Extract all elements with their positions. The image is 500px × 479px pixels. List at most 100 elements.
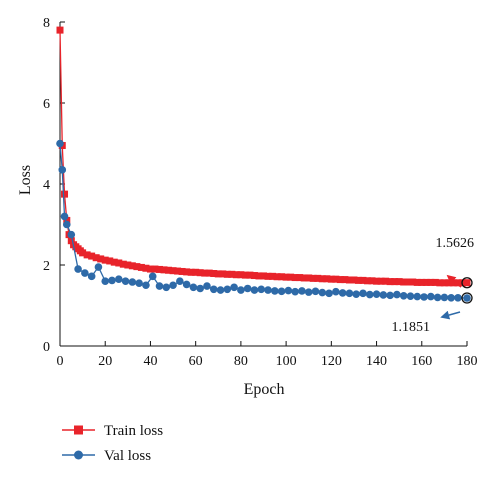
data-point: [97, 255, 105, 263]
data-point: [440, 279, 448, 287]
data-point: [373, 277, 381, 285]
data-point: [79, 249, 87, 257]
data-point: [264, 272, 272, 280]
data-point: [210, 270, 218, 278]
data-point: [318, 275, 326, 283]
data-point: [214, 270, 222, 278]
annotation-label: 1.5626: [436, 236, 475, 251]
data-point: [386, 291, 394, 300]
data-point: [101, 256, 109, 264]
x-tick-label: 40: [143, 354, 157, 369]
data-point: [250, 286, 259, 294]
data-point: [124, 261, 132, 269]
data-point: [165, 266, 173, 274]
x-axis-title: Epoch: [244, 381, 285, 398]
data-point: [128, 262, 136, 270]
data-point: [94, 263, 103, 271]
data-point: [237, 286, 245, 294]
legend-val-label: Val loss: [104, 448, 151, 464]
data-point: [420, 293, 428, 301]
data-point: [243, 284, 252, 293]
data-point: [176, 277, 184, 286]
annotation-arrow: [440, 310, 461, 320]
data-point: [183, 268, 191, 276]
data-point: [277, 287, 286, 296]
data-point: [413, 292, 422, 301]
data-point: [92, 254, 100, 262]
data-point: [223, 285, 232, 294]
data-point: [60, 212, 69, 221]
data-point: [386, 278, 394, 286]
data-point: [146, 265, 154, 273]
data-point: [219, 270, 227, 278]
data-point: [341, 276, 349, 284]
data-point: [447, 294, 455, 302]
data-point: [406, 292, 415, 300]
data-point: [391, 278, 399, 286]
data-point: [56, 26, 64, 34]
annotation-arrow: [446, 274, 462, 288]
data-point: [62, 220, 71, 229]
data-point: [440, 293, 449, 302]
data-point: [87, 272, 96, 281]
data-point: [174, 267, 182, 275]
data-point: [365, 290, 374, 299]
legend-train-label: Train loss: [104, 423, 163, 439]
data-point: [255, 272, 263, 280]
data-point: [318, 288, 327, 297]
endpoint-highlight: [461, 277, 473, 289]
x-tick-label: 120: [321, 354, 342, 369]
data-point: [298, 287, 306, 295]
data-point: [209, 285, 218, 294]
y-tick-label: 6: [43, 97, 50, 112]
data-point: [67, 230, 76, 239]
data-point: [377, 277, 385, 285]
data-point: [413, 278, 421, 286]
data-point: [427, 278, 435, 286]
y-tick-label: 4: [43, 178, 50, 193]
data-point: [56, 139, 64, 148]
data-point: [269, 272, 277, 280]
data-point: [287, 273, 295, 281]
data-point: [368, 277, 376, 285]
data-point: [345, 276, 353, 284]
data-point: [101, 277, 110, 286]
data-point: [142, 281, 150, 290]
data-point: [67, 237, 75, 245]
data-point: [332, 275, 340, 283]
data-point: [454, 294, 462, 302]
data-point: [314, 274, 322, 282]
data-point: [250, 272, 258, 280]
data-point: [350, 276, 358, 284]
data-point: [110, 258, 118, 266]
legend-item-train: Train loss: [62, 423, 163, 439]
data-point: [463, 279, 471, 287]
data-point: [128, 278, 137, 286]
data-point: [133, 263, 141, 271]
data-point: [282, 273, 290, 281]
data-point: [63, 216, 71, 224]
x-tick-label: 20: [98, 354, 112, 369]
data-point: [169, 281, 177, 290]
data-point: [323, 275, 331, 283]
data-point: [205, 269, 213, 277]
data-point: [359, 276, 367, 284]
data-point: [115, 259, 123, 267]
x-tick-label: 0: [57, 354, 64, 369]
data-point: [88, 252, 96, 260]
data-point: [422, 278, 430, 286]
series-layer: [56, 26, 471, 302]
x-tick-label: 160: [411, 354, 432, 369]
data-point: [201, 269, 209, 277]
data-point: [296, 274, 304, 282]
data-point: [260, 272, 267, 280]
data-point: [409, 278, 417, 286]
data-point: [187, 268, 195, 276]
data-point: [178, 267, 186, 275]
data-point: [395, 278, 403, 286]
data-point: [345, 289, 354, 298]
series-line: [59, 30, 468, 284]
data-point: [108, 276, 116, 285]
